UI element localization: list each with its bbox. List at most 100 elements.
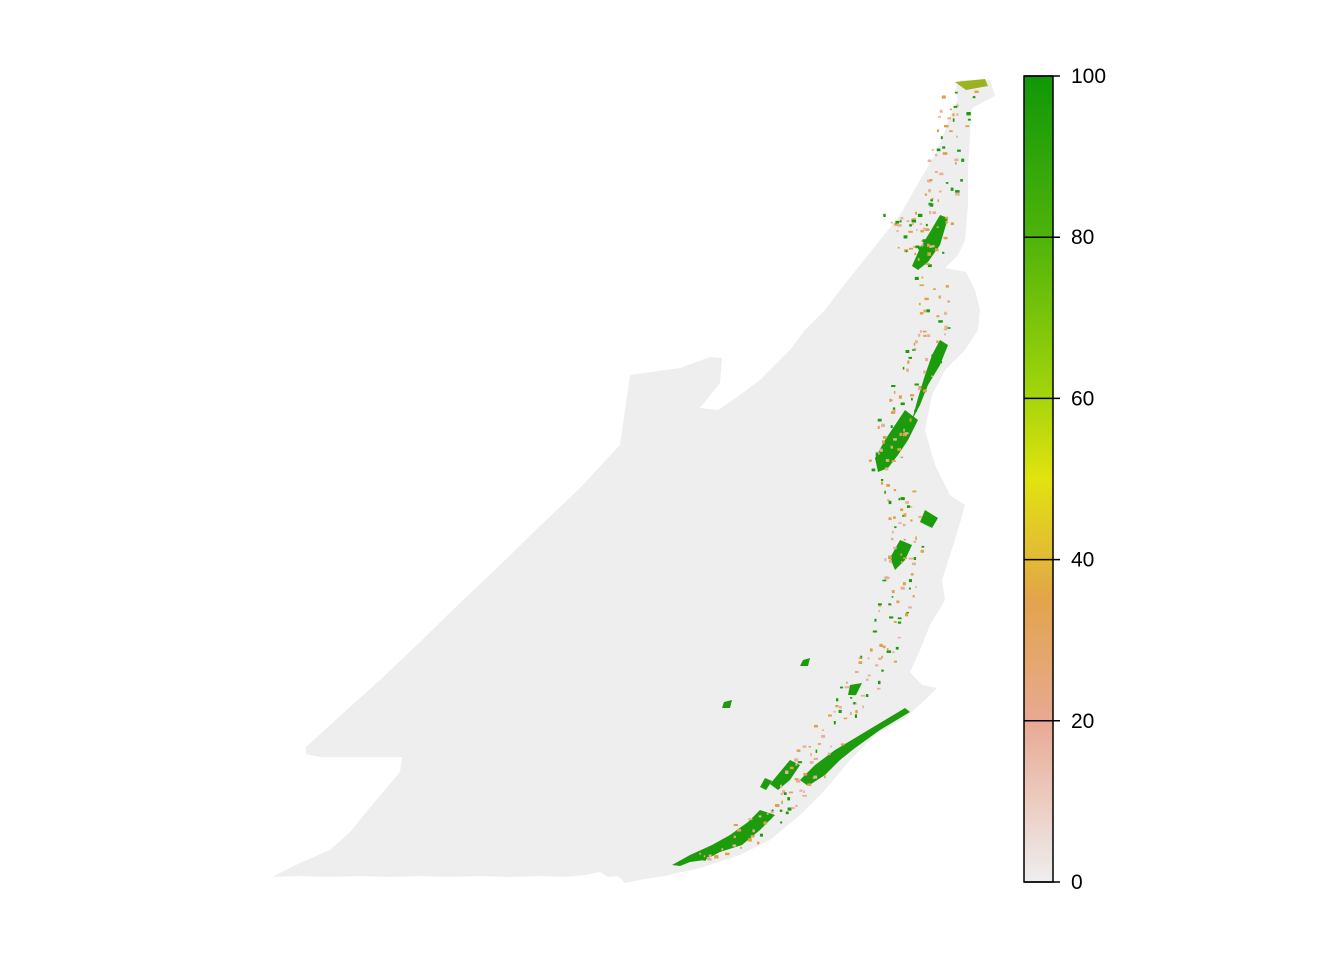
raster-speckle	[927, 264, 932, 268]
raster-speckle	[893, 516, 896, 519]
raster-speckle	[828, 714, 832, 717]
patch-mid-2	[920, 510, 938, 528]
raster-speckle	[942, 146, 946, 149]
raster-speckle	[899, 220, 902, 223]
raster-speckle	[884, 576, 888, 580]
raster-speckle	[785, 770, 789, 774]
patch-isolated	[722, 700, 732, 708]
raster-speckle	[733, 835, 736, 839]
raster-speckle	[921, 243, 924, 246]
raster-speckle	[835, 705, 839, 708]
raster-speckle	[910, 573, 914, 576]
raster-speckle	[855, 710, 858, 714]
raster-speckle	[953, 105, 958, 108]
raster-speckle	[868, 459, 872, 462]
raster-speckle	[875, 452, 878, 456]
raster-speckle	[913, 348, 917, 350]
raster-speckle	[920, 549, 924, 553]
raster-speckle	[911, 219, 917, 223]
raster-speckle	[900, 508, 904, 512]
raster-speckle	[803, 779, 808, 783]
raster-speckle	[803, 772, 808, 776]
raster-speckle	[882, 440, 885, 444]
raster-speckle	[945, 284, 949, 288]
raster-speckle	[877, 418, 882, 422]
raster-speckle	[898, 522, 902, 524]
raster-speckle	[787, 807, 792, 811]
raster-speckle	[939, 109, 943, 113]
raster-speckle	[900, 586, 905, 590]
raster-speckle	[890, 425, 893, 429]
raster-speckle	[757, 841, 760, 845]
raster-speckle	[905, 501, 909, 504]
raster-speckle	[898, 497, 901, 501]
raster-speckle	[956, 135, 958, 138]
raster-speckle	[867, 674, 871, 677]
raster-speckle	[865, 694, 869, 697]
raster-speckle	[954, 158, 959, 162]
raster-speckle	[960, 179, 963, 182]
raster-speckle	[919, 222, 922, 225]
raster-speckle	[752, 829, 755, 833]
raster-speckle	[896, 230, 899, 233]
raster-speckle	[892, 651, 895, 654]
raster-speckle	[833, 721, 836, 725]
raster-speckle	[967, 118, 971, 121]
raster-speckle	[908, 587, 911, 590]
raster-speckle	[885, 459, 890, 462]
patch-south-2	[800, 708, 910, 786]
raster-speckle	[797, 761, 803, 764]
raster-speckle	[920, 240, 924, 242]
raster-speckle	[895, 646, 899, 650]
raster-speckle	[886, 484, 890, 487]
raster-speckle	[917, 388, 921, 391]
raster-speckle	[733, 842, 737, 845]
raster-speckle	[721, 848, 724, 851]
raster-speckle	[950, 187, 954, 191]
raster-speckle	[802, 794, 807, 797]
raster-speckle	[890, 445, 893, 448]
raster-speckle	[824, 774, 826, 779]
raster-speckle	[909, 418, 912, 422]
raster-speckle	[893, 438, 897, 441]
raster-speckle	[909, 247, 914, 250]
raster-speckle	[890, 411, 896, 414]
raster-speckle	[843, 717, 848, 720]
raster-speckle	[919, 312, 924, 315]
raster-speckle	[909, 224, 912, 227]
raster-speckle	[931, 354, 933, 357]
raster-speckle	[840, 686, 844, 689]
raster-speckle	[890, 603, 892, 606]
raster-speckle	[891, 590, 895, 594]
legend: 0 20 40 60 80 100	[1023, 65, 1106, 894]
raster-speckle	[884, 441, 889, 445]
raster-speckle	[902, 582, 906, 586]
raster-speckle	[927, 243, 930, 247]
raster-speckle	[892, 409, 896, 413]
raster-speckle	[821, 734, 826, 738]
raster-speckle	[931, 245, 935, 248]
raster-speckle	[858, 657, 862, 659]
raster-speckle	[887, 576, 890, 580]
raster-speckle	[815, 749, 818, 753]
raster-speckle	[725, 852, 730, 856]
raster-speckle	[922, 239, 926, 243]
raster-speckle	[796, 779, 801, 783]
raster-speckle	[889, 398, 892, 402]
raster-speckle	[923, 389, 927, 393]
raster-speckle	[925, 263, 930, 265]
raster-speckle	[886, 650, 892, 653]
raster-speckle	[914, 252, 917, 256]
raster-speckle	[849, 711, 852, 715]
raster-speckle	[902, 366, 905, 370]
raster-speckle	[931, 197, 934, 200]
legend-ticks: 0 20 40 60 80 100	[1024, 65, 1106, 894]
raster-speckle	[910, 394, 915, 397]
raster-speckle	[732, 844, 737, 847]
raster-speckle	[912, 349, 916, 351]
raster-speckle	[817, 743, 821, 745]
raster-speckle	[785, 811, 789, 815]
raster-speckle	[781, 800, 783, 805]
raster-speckle	[878, 604, 882, 607]
